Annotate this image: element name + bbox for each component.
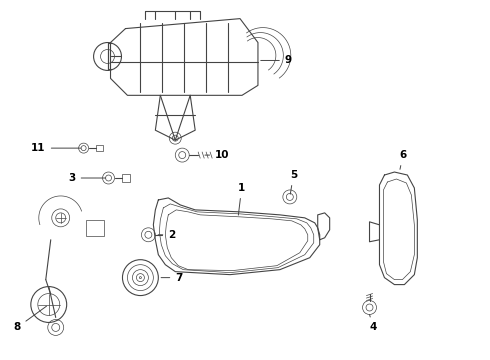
Text: 7: 7 (161, 273, 183, 283)
Text: 8: 8 (14, 306, 47, 332)
Text: 3: 3 (69, 173, 106, 183)
Text: 4: 4 (369, 315, 377, 332)
Text: 1: 1 (238, 183, 245, 215)
Bar (96, 145, 102, 151)
Text: 10: 10 (205, 150, 230, 160)
Text: 11: 11 (31, 143, 81, 153)
Bar (86, 220, 103, 236)
Text: 9: 9 (261, 55, 292, 66)
Text: 5: 5 (290, 170, 297, 194)
Text: 2: 2 (158, 230, 175, 240)
Bar (122, 174, 130, 182)
Text: 6: 6 (399, 150, 407, 169)
